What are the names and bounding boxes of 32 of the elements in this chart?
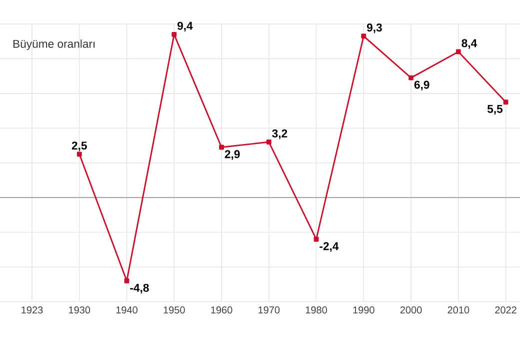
point [503, 100, 508, 105]
x-tick-label: 1930 [69, 306, 90, 314]
point [456, 49, 461, 54]
point [219, 144, 224, 150]
x-tick-label: 1990 [353, 306, 374, 314]
data-label: 9,4 [177, 22, 193, 32]
point [124, 278, 130, 284]
point [408, 75, 414, 80]
x-tick-label: 1950 [164, 306, 185, 314]
x-tick-label: 1940 [116, 306, 138, 314]
point [314, 236, 319, 242]
data-label: 8,4 [462, 39, 478, 49]
x-tick-label: 2000 [400, 306, 422, 314]
data-label: 9,3 [366, 24, 382, 34]
data-label: 5,5 [487, 105, 503, 115]
x-tick-label: 2022 [495, 306, 516, 314]
x-tick-label: 2010 [448, 306, 470, 314]
x-tick-label: 1960 [211, 306, 232, 314]
text: Büyüme oranları [13, 40, 95, 50]
point [76, 152, 82, 157]
x-tick-label: 1923 [22, 306, 43, 314]
data-label: 2,9 [224, 150, 240, 160]
data-label: -4,8 [130, 284, 149, 294]
data-label: 6,9 [414, 80, 430, 90]
x-tick-label: 1970 [258, 306, 280, 314]
x-tick-label: 1980 [306, 306, 327, 314]
data-label: 3,2 [272, 129, 288, 140]
data-label: 2,5 [72, 142, 87, 152]
point [361, 34, 366, 39]
point [172, 32, 177, 37]
point [266, 140, 272, 144]
data-label: -2,4 [320, 242, 339, 252]
